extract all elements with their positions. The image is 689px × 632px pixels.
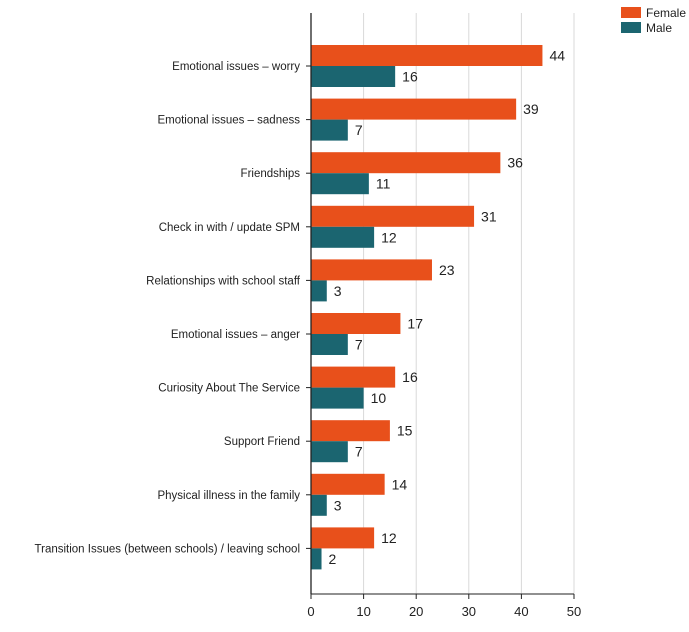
category-label-3: Check in with / update SPM <box>159 222 300 234</box>
data-label-male-8: 3 <box>334 497 342 513</box>
bar-male-7 <box>311 441 348 463</box>
bar-female-9 <box>311 527 375 549</box>
x-tick-label-40: 40 <box>514 604 528 619</box>
data-label-male-9: 2 <box>329 551 337 567</box>
bar-female-8 <box>311 473 385 495</box>
bar-male-5 <box>311 334 348 355</box>
x-tick-label-50: 50 <box>567 604 581 619</box>
category-label-8: Physical illness in the family <box>157 490 300 502</box>
bar-female-7 <box>311 420 390 442</box>
legend-swatch-male <box>621 22 641 33</box>
data-label-female-0: 44 <box>549 48 565 64</box>
category-label-1: Emotional issues – sadness <box>157 115 300 127</box>
data-label-male-3: 12 <box>381 229 397 245</box>
data-label-female-7: 15 <box>397 423 413 439</box>
x-tick-label-0: 0 <box>307 604 314 619</box>
bar-female-6 <box>311 366 396 388</box>
bars <box>311 45 543 570</box>
data-label-male-6: 10 <box>371 390 387 406</box>
bar-female-1 <box>311 98 517 120</box>
legend-swatch-female <box>621 7 641 18</box>
category-labels: Emotional issues – worry Emotional issues… <box>35 61 301 555</box>
bar-female-3 <box>311 205 475 227</box>
data-label-male-4: 3 <box>334 283 342 299</box>
category-label-6: Curiosity About The Service <box>158 383 300 395</box>
data-label-female-5: 17 <box>407 316 423 332</box>
category-label-0: Emotional issues – worry <box>172 61 300 73</box>
data-label-female-4: 23 <box>439 262 455 278</box>
data-label-male-1: 7 <box>355 122 363 138</box>
data-label-female-2: 36 <box>507 155 523 171</box>
x-tick-label-10: 10 <box>356 604 370 619</box>
data-label-male-7: 7 <box>355 444 363 460</box>
bar-male-3 <box>311 226 375 248</box>
bar-male-0 <box>311 66 396 87</box>
data-label-male-2: 11 <box>376 176 391 192</box>
data-label-female-8: 14 <box>392 476 408 492</box>
bar-male-8 <box>311 494 327 516</box>
bar-female-0 <box>311 45 543 66</box>
category-label-7: Support Friend <box>224 436 300 448</box>
bar-male-1 <box>311 119 348 141</box>
data-label-male-0: 16 <box>402 69 418 85</box>
category-label-9: Transition Issues (between schools) / le… <box>35 543 300 555</box>
data-label-female-6: 16 <box>402 369 418 385</box>
bar-female-2 <box>311 152 501 174</box>
bar-male-9 <box>311 548 322 570</box>
bar-female-5 <box>311 313 401 334</box>
data-labels: 44 16 39 7 36 11 31 12 23 3 17 7 16 10 15 7 14 3 12 2 <box>329 48 566 567</box>
bar-female-4 <box>311 259 432 281</box>
bar-male-2 <box>311 173 369 195</box>
data-label-female-9: 12 <box>381 530 397 546</box>
data-label-female-3: 31 <box>481 208 497 224</box>
bar-male-4 <box>311 280 327 302</box>
category-label-2: Friendships <box>241 168 301 180</box>
legend-label-female: Female <box>646 6 686 20</box>
legend-label-male: Male <box>646 21 672 35</box>
axes: 0 10 20 30 40 50 <box>306 13 581 619</box>
x-tick-label-30: 30 <box>462 604 476 619</box>
category-label-4: Relationships with school staff <box>146 275 301 287</box>
data-label-male-5: 7 <box>355 337 363 353</box>
x-tick-label-20: 20 <box>409 604 423 619</box>
data-label-female-1: 39 <box>523 101 539 117</box>
category-label-5: Emotional issues – anger <box>171 329 300 341</box>
bar-male-6 <box>311 387 364 409</box>
